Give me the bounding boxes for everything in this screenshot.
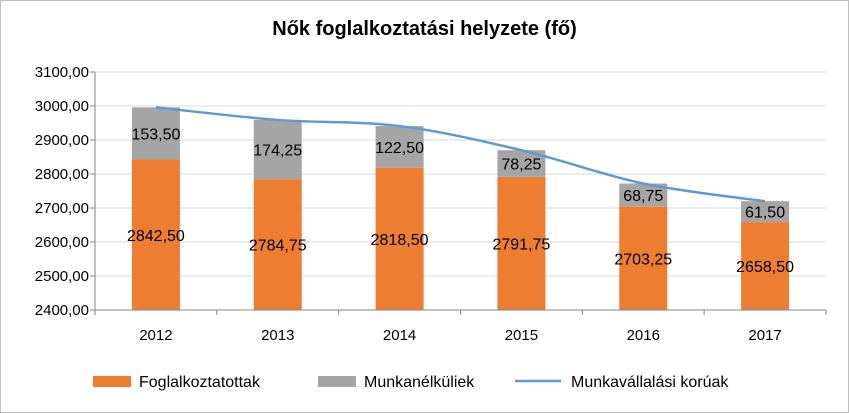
bar-munkanelkuliek — [375, 126, 424, 168]
legend-swatch — [93, 376, 131, 387]
data-label-foglalkoztatottak: 2842,50 — [127, 228, 185, 245]
data-label-foglalkoztatottak: 2784,75 — [249, 238, 307, 255]
data-label-foglalkoztatottak: 2791,75 — [492, 236, 550, 253]
x-tick-label: 2017 — [748, 327, 781, 344]
bar-foglalkoztatottak — [131, 159, 180, 310]
legend-swatch — [318, 376, 356, 387]
line-munkavallalasi-koruak — [155, 106, 766, 203]
data-labels: 2842,50 153,50 2784,75 174,25 2818,50 122,50 2… — [127, 126, 794, 276]
gridlines — [95, 71, 826, 277]
legend-label: Munkanélküliek — [364, 374, 475, 391]
bars — [131, 107, 790, 310]
y-tick-label: 2800,00 — [35, 166, 89, 183]
data-label-foglalkoztatottak: 2658,50 — [736, 259, 794, 276]
data-label-munkanelkuliek: 78,25 — [501, 157, 541, 174]
bar-foglalkoztatottak — [497, 176, 546, 310]
y-tick-label: 2400,00 — [35, 302, 89, 319]
data-label-munkanelkuliek: 68,75 — [623, 188, 663, 205]
y-tick-label: 2700,00 — [35, 200, 89, 217]
x-tick-label: 2013 — [261, 327, 294, 344]
line-series — [155, 106, 766, 203]
y-tick-label: 2600,00 — [35, 234, 89, 251]
bar-foglalkoztatottak — [619, 206, 668, 310]
legend: Foglalkoztatottak Munkanélküliek Munkaváll… — [93, 374, 729, 391]
data-label-munkanelkuliek: 122,50 — [375, 140, 424, 157]
y-tick-label: 2500,00 — [35, 268, 89, 285]
y-tick-label: 2900,00 — [35, 132, 89, 149]
data-label-foglalkoztatottak: 2703,25 — [614, 251, 672, 268]
bar-munkanelkuliek — [619, 183, 668, 207]
data-label-munkanelkuliek: 153,50 — [131, 126, 180, 143]
bar-munkanelkuliek — [253, 119, 302, 180]
x-tick-label: 2012 — [139, 327, 172, 344]
bar-munkanelkuliek — [741, 201, 790, 223]
data-label-foglalkoztatottak: 2818,50 — [371, 232, 429, 249]
legend-label: Foglalkoztatottak — [139, 374, 261, 391]
y-tick-label: 3000,00 — [35, 98, 89, 115]
axes: 2400,00 2500,00 2600,00 2700,00 2800,00 2900,… — [35, 64, 827, 344]
bar-foglalkoztatottak — [375, 167, 424, 310]
x-tick-label: 2016 — [627, 327, 660, 344]
bar-munkanelkuliek — [131, 107, 180, 160]
x-tick-label: 2015 — [505, 327, 538, 344]
chart-title: Nők foglalkoztatási helyzete (fő) — [272, 18, 577, 40]
legend-label: Munkavállalási korúak — [571, 374, 729, 391]
x-tick-label: 2014 — [383, 327, 416, 344]
bar-foglalkoztatottak — [741, 222, 790, 310]
bar-foglalkoztatottak — [253, 179, 302, 310]
data-label-munkanelkuliek: 61,50 — [745, 205, 785, 222]
data-label-munkanelkuliek: 174,25 — [253, 143, 302, 160]
y-tick-label: 3100,00 — [35, 64, 89, 81]
